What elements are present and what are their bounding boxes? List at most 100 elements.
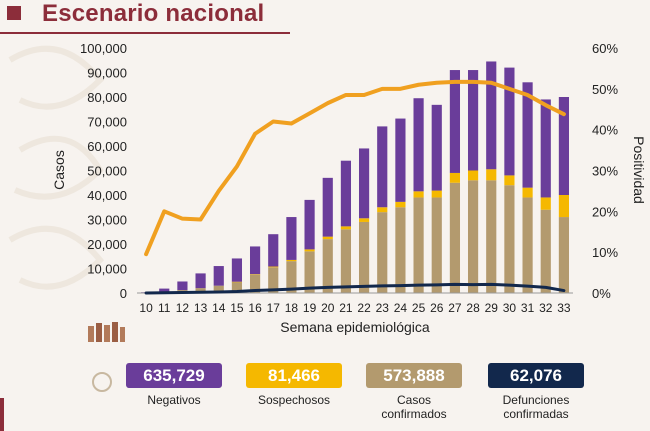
bar-confirmados bbox=[268, 267, 279, 293]
bar-negativos bbox=[467, 70, 479, 171]
y2-tick-label: 30% bbox=[592, 164, 618, 179]
bar-sospechosos bbox=[467, 170, 479, 181]
y-tick-label: 80,000 bbox=[87, 90, 127, 105]
sospechosos-tile: 81,466 bbox=[246, 363, 342, 388]
y2-tick-label: 20% bbox=[592, 204, 618, 219]
x-tick-label: 31 bbox=[521, 301, 535, 315]
y2-axis-title: Positividad bbox=[631, 136, 647, 204]
bar-confirmados bbox=[286, 261, 297, 293]
bar-confirmados bbox=[249, 274, 261, 293]
sospechosos-label: Sospechosos bbox=[257, 393, 331, 407]
x-tick-label: 10 bbox=[139, 301, 153, 315]
bar-sospechosos bbox=[486, 169, 497, 181]
y2-tick-label: 0% bbox=[592, 286, 611, 301]
bar-negativos bbox=[449, 70, 461, 173]
bar-confirmados bbox=[413, 197, 424, 293]
bar-confirmados bbox=[358, 221, 370, 293]
confirmados-label-line1: Casos bbox=[396, 393, 431, 407]
bar-negativos bbox=[358, 148, 370, 219]
bar-confirmados bbox=[558, 217, 570, 293]
bar-sospechosos bbox=[558, 195, 570, 218]
confirmados-label-line2: confirmados bbox=[381, 407, 447, 421]
bar-sospechosos bbox=[413, 191, 424, 198]
bar-confirmados bbox=[213, 285, 224, 293]
bar-negativos bbox=[395, 118, 406, 202]
y-tick-label: 20,000 bbox=[87, 237, 127, 252]
x-tick-label: 19 bbox=[303, 301, 317, 315]
y-tick-label: 0 bbox=[120, 286, 127, 301]
bar-confirmados bbox=[540, 209, 551, 293]
x-tick-label: 15 bbox=[230, 301, 244, 315]
bar-negativos bbox=[377, 126, 388, 208]
x-tick-label: 21 bbox=[339, 301, 353, 315]
bar-confirmados bbox=[304, 251, 315, 293]
x-tick-label: 23 bbox=[376, 301, 390, 315]
x-axis-title: Semana epidemiológica bbox=[280, 319, 430, 335]
y-tick-label: 40,000 bbox=[87, 188, 127, 203]
bar-negativos bbox=[286, 217, 297, 260]
bar-sospechosos bbox=[522, 187, 533, 198]
y-tick-label: 10,000 bbox=[87, 262, 127, 277]
bar-negativos bbox=[486, 61, 497, 170]
x-tick-label: 24 bbox=[394, 301, 408, 315]
bar-confirmados bbox=[340, 229, 352, 293]
x-tick-label: 33 bbox=[557, 301, 571, 315]
bar-negativos bbox=[522, 82, 533, 188]
bar-negativos bbox=[322, 177, 333, 237]
bar-sospechosos bbox=[340, 226, 352, 230]
confirmados-value: 573,888 bbox=[383, 366, 445, 385]
bar-negativos bbox=[558, 97, 570, 195]
negativos-label: Negativos bbox=[147, 393, 201, 407]
x-tick-label: 18 bbox=[285, 301, 299, 315]
bar-negativos bbox=[177, 281, 188, 291]
x-tick-label: 11 bbox=[158, 301, 171, 315]
line-defunciones bbox=[144, 282, 566, 295]
y-tick-label: 90,000 bbox=[87, 66, 127, 81]
bar-negativos bbox=[413, 98, 424, 192]
crest-icon bbox=[86, 320, 126, 344]
y-tick-label: 70,000 bbox=[87, 115, 127, 130]
x-tick-label: 27 bbox=[448, 301, 462, 315]
x-tick-label: 29 bbox=[485, 301, 499, 315]
x-tick-label: 32 bbox=[539, 301, 553, 315]
bar-negativos bbox=[540, 99, 551, 198]
y-axis-title: Casos bbox=[51, 150, 67, 190]
bar-sospechosos bbox=[540, 197, 551, 210]
emblem-icon bbox=[92, 372, 112, 392]
bar-confirmados bbox=[231, 281, 243, 293]
decorative-pattern bbox=[8, 45, 105, 290]
y-tick-label: 60,000 bbox=[87, 139, 127, 154]
sospechosos-value: 81,466 bbox=[268, 366, 320, 385]
y2-tick-label: 60% bbox=[592, 41, 618, 56]
negativos-value: 635,729 bbox=[143, 366, 205, 385]
bar-confirmados bbox=[467, 180, 479, 293]
bar-sospechosos bbox=[395, 201, 406, 208]
bar-negativos bbox=[195, 273, 206, 289]
bar-sospechosos bbox=[358, 218, 370, 222]
negativos-tile: 635,729 bbox=[126, 363, 222, 388]
bar-negativos bbox=[304, 199, 315, 250]
y-tick-label: 100,000 bbox=[80, 41, 127, 56]
bar-negativos bbox=[159, 288, 170, 292]
bar-negativos bbox=[268, 234, 279, 267]
page-title: Escenario nacional bbox=[42, 0, 265, 27]
x-tick-label: 14 bbox=[212, 301, 226, 315]
x-tick-label: 20 bbox=[321, 301, 335, 315]
bar-negativos bbox=[249, 246, 261, 275]
bar-sospechosos bbox=[322, 236, 333, 240]
bar-negativos bbox=[231, 258, 243, 282]
y-tick-label: 30,000 bbox=[87, 213, 127, 228]
bar-sospechosos bbox=[504, 175, 515, 186]
defunciones-label: Defunciones confirmadas bbox=[476, 393, 596, 421]
bar-confirmados bbox=[431, 197, 442, 293]
bar-sospechosos bbox=[304, 249, 315, 252]
defunciones-label-line1: Defunciones bbox=[502, 393, 570, 407]
x-tick-label: 25 bbox=[412, 301, 426, 315]
bar-sospechosos bbox=[431, 190, 442, 198]
bar-negativos bbox=[504, 67, 515, 176]
bar-sospechosos bbox=[249, 274, 261, 275]
bar-confirmados bbox=[504, 185, 515, 293]
bar-sospechosos bbox=[449, 172, 461, 183]
x-tick-label: 26 bbox=[430, 301, 444, 315]
bar-sospechosos bbox=[286, 259, 297, 262]
